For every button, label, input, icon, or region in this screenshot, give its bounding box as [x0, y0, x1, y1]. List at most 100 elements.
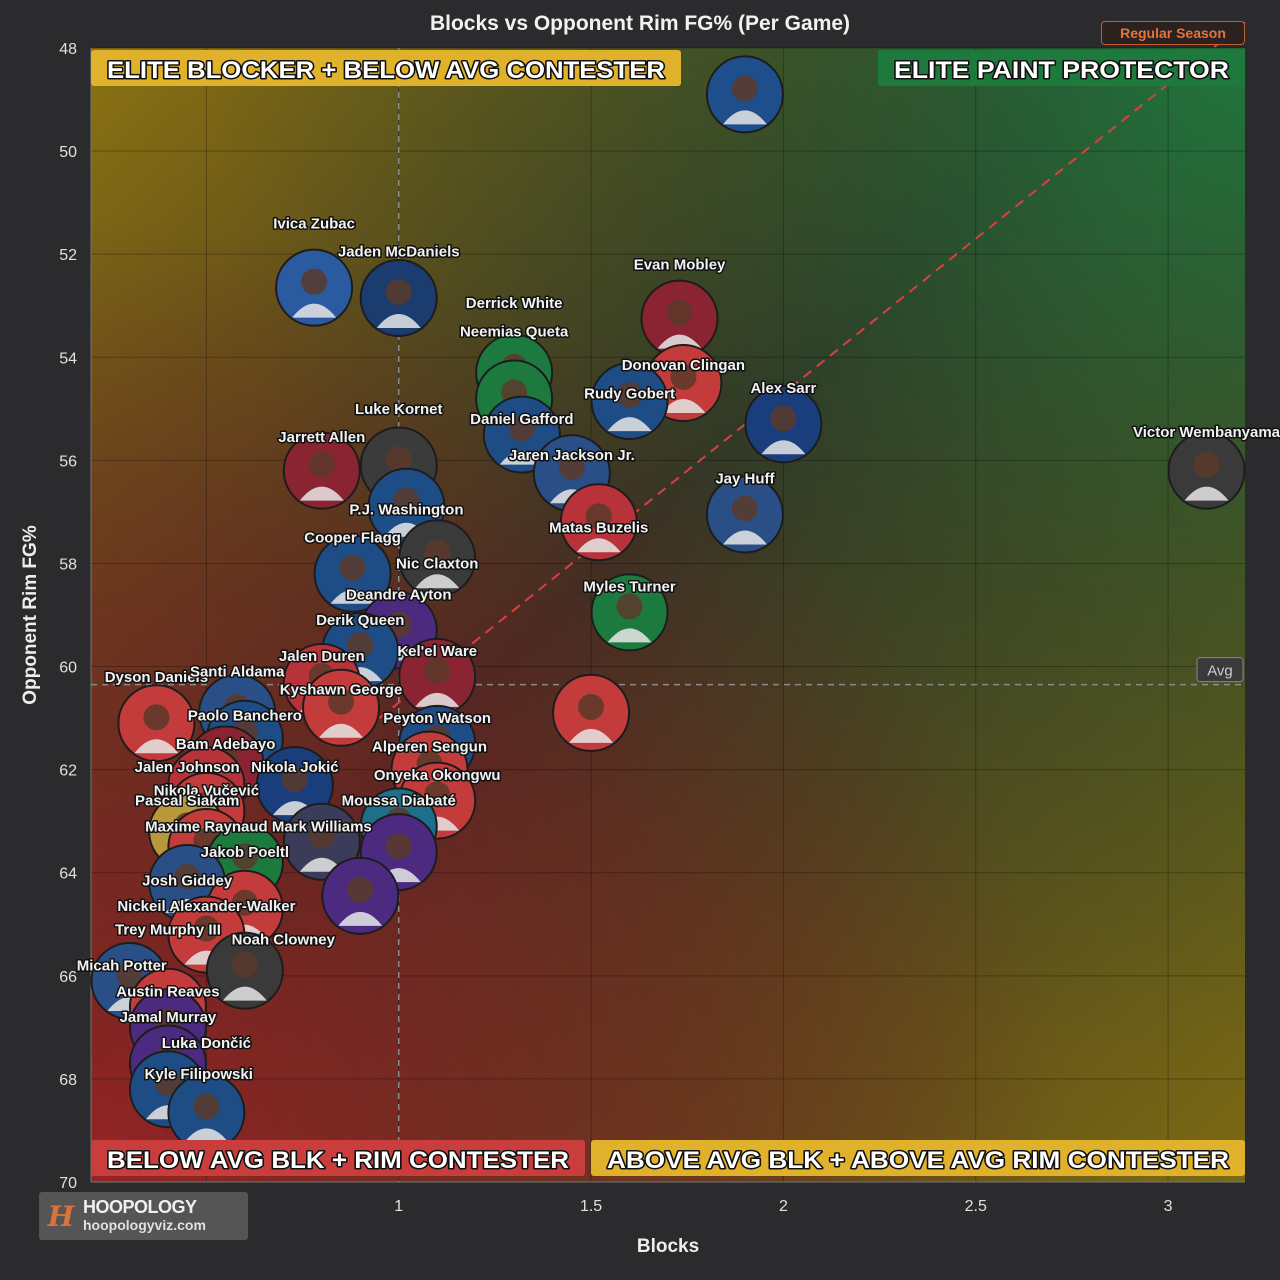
- player-label: Austin Reaves: [116, 983, 219, 1000]
- x-tick-label: 2.5: [965, 1198, 987, 1215]
- player-jersey-icon: [376, 313, 421, 328]
- player-head-icon: [670, 364, 697, 391]
- player-head-icon: [424, 539, 451, 566]
- player-label: Derik Queen: [316, 612, 404, 629]
- player-head-icon: [308, 822, 335, 849]
- player-point[interactable]: [398, 637, 477, 716]
- player-label: Josh Giddey: [142, 872, 233, 889]
- player-jersey-icon: [569, 728, 614, 743]
- player-jersey-icon: [761, 440, 806, 455]
- player-point[interactable]: [321, 856, 400, 935]
- player-label: P.J. Washington: [349, 501, 463, 518]
- player-point[interactable]: [398, 519, 477, 598]
- player-label: Noah Clowney: [232, 932, 336, 949]
- player-label: Bam Adebayo: [176, 736, 275, 753]
- player-head-icon: [424, 781, 451, 808]
- player-label: Dyson Daniels: [105, 669, 208, 686]
- player-label: Myles Turner: [583, 579, 675, 596]
- player-head-icon: [308, 451, 335, 478]
- x-axis-label: Blocks: [637, 1236, 699, 1257]
- player-point[interactable]: [590, 362, 669, 441]
- player-jersey-icon: [415, 692, 460, 707]
- y-tick-label: 66: [59, 969, 77, 986]
- player-jersey-icon: [184, 1128, 229, 1143]
- hoopology-logo-icon: H: [47, 1199, 75, 1233]
- player-head-icon: [231, 843, 258, 870]
- player-head-icon: [193, 915, 220, 942]
- x-tick-label: 2: [779, 1198, 788, 1215]
- player-head-icon: [578, 693, 605, 720]
- player-point[interactable]: [590, 573, 669, 652]
- season-badge[interactable]: Regular Season: [1101, 21, 1245, 45]
- player-label: Matas Buzelis: [549, 519, 648, 536]
- player-label: Mark Williams: [272, 818, 372, 835]
- player-point[interactable]: [359, 258, 438, 337]
- player-point[interactable]: [205, 931, 284, 1010]
- player-point[interactable]: [1167, 431, 1246, 510]
- player-jersey-icon: [319, 723, 364, 738]
- player-label: Paolo Banchero: [188, 708, 302, 725]
- watermark-brand: HOOPOLOGY: [83, 1197, 197, 1217]
- player-head-icon: [231, 889, 258, 916]
- player-jersey-icon: [415, 574, 460, 589]
- player-point[interactable]: [705, 55, 784, 134]
- player-head-icon: [666, 299, 693, 326]
- watermark: H HOOPOLOGY hoopologyviz.com: [39, 1192, 248, 1240]
- player-head-icon: [347, 876, 374, 903]
- player-head-icon: [339, 554, 366, 581]
- quadrant-banner-top-right: [878, 50, 1245, 86]
- player-label: Peyton Watson: [383, 710, 491, 727]
- y-axis-label: Opponent Rim FG%: [20, 525, 41, 705]
- player-point[interactable]: [282, 802, 361, 881]
- player-label: Jarrett Allen: [278, 429, 365, 446]
- player-head-icon: [385, 446, 412, 473]
- player-label: Moussa Diabaté: [342, 793, 456, 810]
- y-tick-label: 50: [59, 144, 77, 161]
- y-tick-label: 62: [59, 763, 77, 780]
- player-head-icon: [385, 278, 412, 305]
- player-jersey-icon: [607, 628, 652, 643]
- player-label: Maxime Raynaud: [145, 818, 268, 835]
- player-head-icon: [385, 833, 412, 860]
- y-tick-label: 58: [59, 556, 77, 573]
- player-jersey-icon: [338, 911, 383, 926]
- player-point[interactable]: [117, 684, 196, 763]
- player-jersey-icon: [607, 417, 652, 432]
- player-jersey-icon: [292, 303, 337, 318]
- player-label: Jakob Poeltl: [201, 844, 289, 861]
- player-label: Kyshawn George: [280, 682, 403, 699]
- player-point[interactable]: [282, 431, 361, 510]
- quadrant-label-top-left: ELITE BLOCKER + BELOW AVG CONTESTER: [107, 57, 665, 84]
- player-point[interactable]: [705, 475, 784, 554]
- player-point[interactable]: [302, 668, 381, 747]
- player-label: Jamal Murray: [120, 1009, 217, 1026]
- player-label: Deandre Ayton: [346, 586, 452, 603]
- player-label: Evan Mobley: [634, 256, 726, 273]
- player-head-icon: [143, 704, 170, 731]
- player-head-icon: [424, 657, 451, 684]
- player-point[interactable]: [275, 248, 354, 327]
- x-tick-label: 3: [1164, 1198, 1173, 1215]
- y-tick-label: 56: [59, 453, 77, 470]
- y-tick-label: 68: [59, 1072, 77, 1089]
- player-label: Derrick White: [466, 295, 563, 312]
- player-point[interactable]: [313, 534, 392, 613]
- player-label: Neemias Queta: [460, 324, 569, 341]
- player-point[interactable]: [744, 385, 823, 464]
- player-jersey-icon: [330, 589, 375, 604]
- player-jersey-icon: [661, 399, 706, 414]
- player-point[interactable]: [552, 673, 631, 752]
- chart-title: Blocks vs Opponent Rim FG% (Per Game): [429, 12, 851, 35]
- player-jersey-icon: [576, 538, 621, 553]
- trend-line: [378, 21, 1246, 719]
- player-label: Nikola Vučević: [154, 782, 259, 799]
- player-label: Cooper Flagg: [304, 530, 401, 547]
- watermark-url: hoopologyviz.com: [83, 1217, 206, 1233]
- player-head-icon: [301, 268, 328, 295]
- player-head-icon: [193, 1093, 220, 1120]
- player-point[interactable]: [167, 1073, 246, 1152]
- player-point[interactable]: [559, 483, 638, 562]
- y-tick-label: 54: [59, 350, 77, 367]
- player-head-icon: [731, 75, 758, 102]
